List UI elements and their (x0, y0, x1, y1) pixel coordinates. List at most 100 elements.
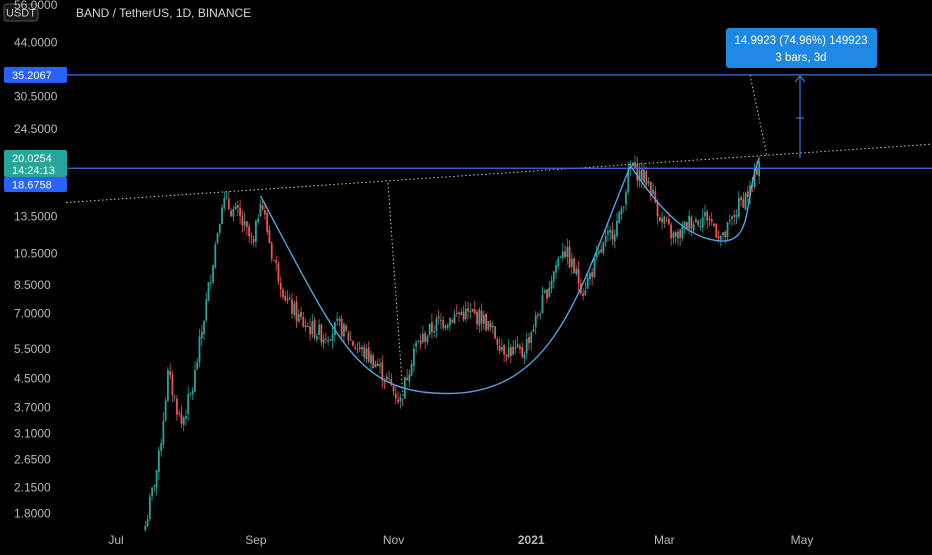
candle-body (618, 212, 621, 223)
price-tag-level-value: 18.6758 (12, 180, 52, 192)
candle-body (255, 220, 257, 242)
measure-tooltip-line2: 3 bars, 3d (775, 52, 826, 64)
candle-body (365, 348, 368, 360)
candle-body (746, 191, 749, 197)
candle-body (257, 218, 260, 223)
candle-body (523, 354, 526, 359)
candle-body (525, 338, 528, 354)
candle-body (173, 396, 176, 398)
candle-body (543, 290, 546, 293)
candle-body (550, 280, 553, 289)
candle-body (302, 316, 305, 327)
candle-body (586, 277, 589, 289)
candle-body (146, 519, 149, 527)
candle-body (573, 258, 575, 273)
candle-body (451, 319, 454, 323)
candle-body (665, 220, 668, 222)
candle-body (620, 208, 623, 215)
time-axis[interactable]: Jul Sep Nov 2021 Mar May (108, 533, 813, 547)
resistance-trendline[interactable] (65, 143, 932, 204)
candle-body (500, 346, 503, 351)
candle-body (153, 485, 156, 487)
candle-body (230, 210, 232, 217)
candle-body (162, 420, 165, 445)
candle-body (313, 319, 316, 338)
measure-arrow[interactable] (794, 74, 806, 158)
y-tick-label: 4.5000 (14, 371, 51, 385)
candle-body (613, 234, 616, 242)
candle-body (595, 253, 598, 258)
candle-body (733, 215, 736, 217)
candle-body (724, 231, 727, 238)
y-tick-label: 2.6500 (14, 452, 51, 466)
candle-body (349, 339, 352, 341)
y-tick-label: 13.5000 (14, 210, 58, 224)
candle-body (609, 230, 612, 233)
candle-body (462, 311, 465, 320)
candle-body (541, 294, 544, 314)
candle-body (218, 223, 221, 233)
candle-body (686, 221, 688, 230)
candle-body (647, 181, 650, 184)
candle-body (171, 374, 174, 396)
candle-body (376, 363, 379, 367)
candle-body (593, 258, 596, 278)
candle-body (616, 220, 618, 236)
candle-body (331, 333, 334, 341)
price-axis[interactable]: 44.0000 30.5000 24.5000 13.5000 10.5000 8.500… (14, 0, 58, 521)
candle-body (552, 271, 555, 282)
candle-body (652, 189, 654, 195)
candle-body (755, 167, 758, 175)
candle-body (588, 273, 591, 280)
cup-curve[interactable] (259, 165, 632, 395)
candle-body (654, 191, 657, 203)
candle-body (643, 169, 645, 183)
candle-body (683, 221, 686, 227)
candle-body (640, 169, 643, 181)
candle-body (512, 346, 515, 355)
y-tick-label: 1.8000 (14, 507, 51, 521)
candle-body (352, 341, 354, 346)
candle-body (701, 217, 704, 228)
candle-body (275, 260, 278, 264)
candles-layer (144, 155, 761, 532)
candle-body (320, 324, 323, 343)
candle-body (194, 369, 196, 392)
candle-body (338, 318, 341, 321)
candle-body (252, 238, 255, 243)
candle-body (223, 198, 226, 208)
candle-body (388, 378, 390, 380)
candle-body (649, 181, 652, 197)
candle-body (546, 289, 548, 299)
price-tag-target[interactable]: 35.2067 (4, 66, 67, 83)
candle-body (706, 211, 709, 221)
candle-body (203, 321, 205, 334)
measure-connector (749, 74, 768, 157)
candle-body (449, 318, 451, 326)
candle-body (722, 232, 724, 236)
candle-body (519, 346, 521, 349)
candle-body (180, 413, 183, 424)
price-tag-last[interactable]: 20.0254 14:24:13 (4, 150, 67, 177)
candle-body (561, 251, 564, 258)
candle-body (548, 287, 551, 297)
candle-body (363, 346, 366, 358)
candle-body (699, 225, 702, 227)
candle-body (582, 293, 585, 296)
candle-body (749, 185, 751, 197)
y-tick-label: 44.0000 (14, 36, 58, 50)
handle-curve[interactable] (629, 157, 760, 242)
candle-body (708, 218, 711, 221)
candle-body (710, 219, 713, 222)
currency-badge[interactable] (3, 3, 39, 22)
candle-body (622, 206, 625, 208)
y-tick-label: 3.1000 (14, 426, 51, 440)
candle-body (489, 322, 492, 328)
price-tag-level[interactable]: 18.6758 (4, 177, 67, 192)
candle-body (261, 205, 264, 210)
candle-body (440, 320, 442, 322)
candle-body (679, 230, 682, 238)
candle-body (514, 347, 517, 349)
